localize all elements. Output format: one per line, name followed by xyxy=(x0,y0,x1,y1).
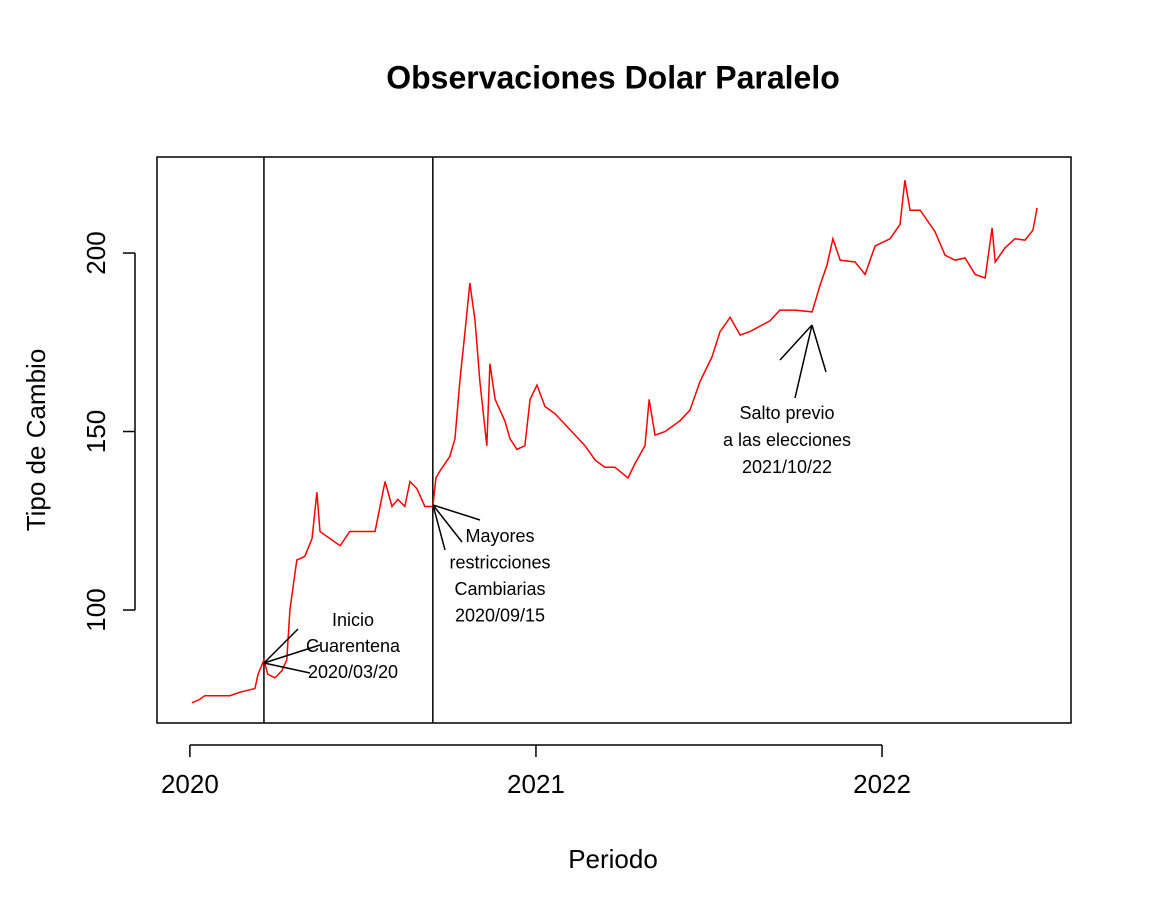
x-tick-label: 2022 xyxy=(853,769,911,799)
annotation-arrow xyxy=(263,628,299,664)
y-tick-label: 200 xyxy=(81,231,111,274)
x-tick-label: 2021 xyxy=(507,769,565,799)
annotation-arrow xyxy=(811,324,827,373)
annotation-text: Cuarentena xyxy=(306,636,401,656)
annotation-text: Inicio xyxy=(332,610,374,630)
y-tick-label: 100 xyxy=(81,588,111,631)
annotation-text: Salto previo xyxy=(739,403,834,423)
y-tick-label: 150 xyxy=(81,410,111,453)
plot-frame xyxy=(156,156,1072,724)
annotation-text: 2021/10/22 xyxy=(742,457,832,477)
annotation-arrow xyxy=(432,504,446,551)
annotation-text: a las elecciones xyxy=(723,430,851,450)
annotation-arrow xyxy=(779,324,813,361)
x-axis-label: Periodo xyxy=(568,844,658,874)
annotation-arrow xyxy=(794,324,813,399)
annotation-text: Mayores xyxy=(465,526,534,546)
annotation-arrow xyxy=(263,662,311,674)
annotation-text: restricciones xyxy=(449,552,550,572)
annotation-arrow xyxy=(432,504,463,543)
annotation-arrow xyxy=(263,644,321,664)
annotation-text: 2020/03/20 xyxy=(308,662,398,682)
annotation-arrow xyxy=(432,504,481,521)
chart-title: Observaciones Dolar Paralelo xyxy=(386,59,840,95)
data-line xyxy=(191,180,1038,704)
y-axis-label: Tipo de Cambio xyxy=(21,349,51,532)
annotation-text: Cambiarias xyxy=(454,579,545,599)
x-tick-label: 2020 xyxy=(161,769,219,799)
annotation-text: 2020/09/15 xyxy=(455,605,545,625)
